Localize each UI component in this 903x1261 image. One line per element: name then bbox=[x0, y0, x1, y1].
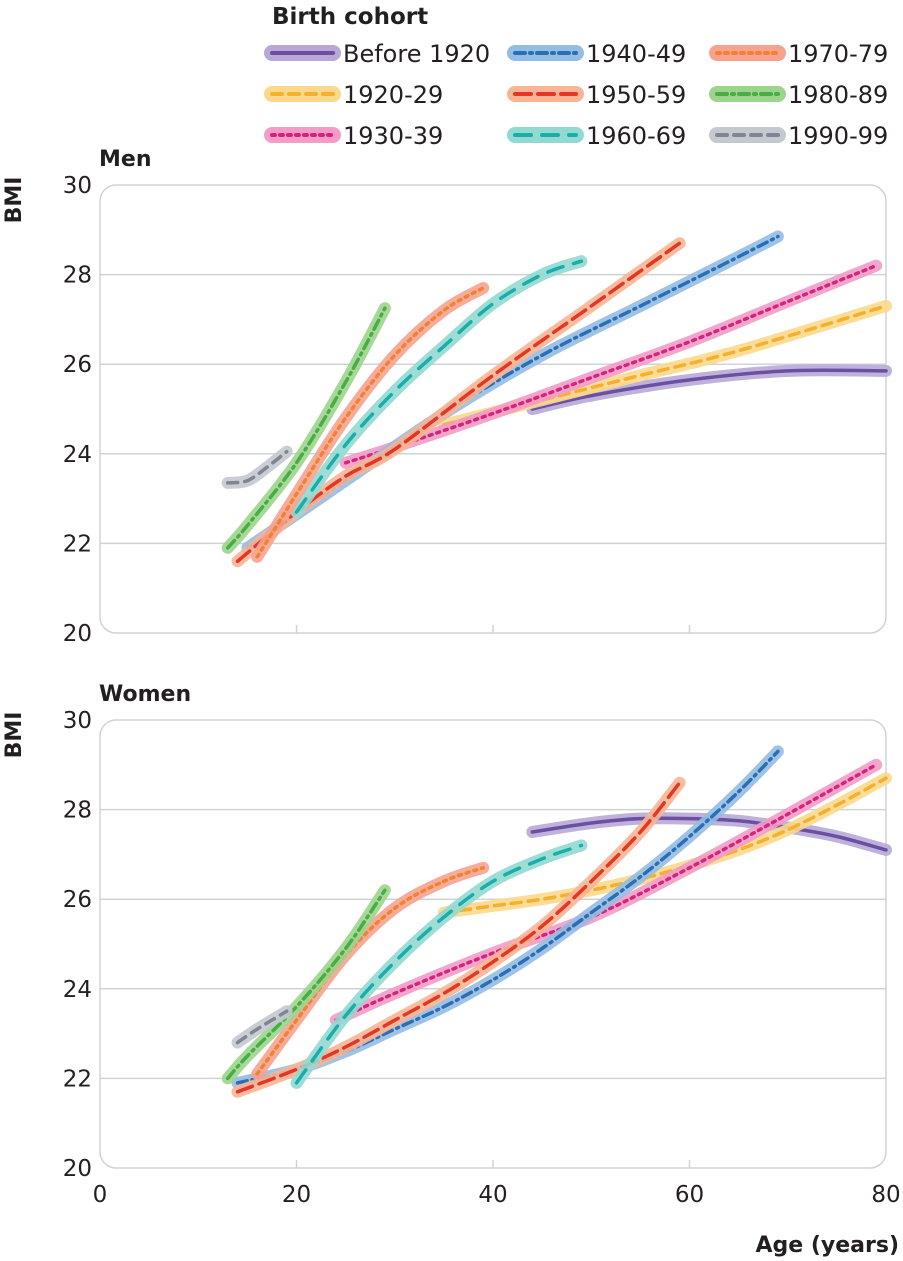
x-tick-label: 40 bbox=[478, 1182, 507, 1208]
x-tick-label: 20 bbox=[282, 1182, 311, 1208]
y-tick-label: 22 bbox=[63, 1066, 92, 1092]
legend-label: 1930-39 bbox=[343, 122, 443, 150]
legend-item-1920-29: 1920-29 bbox=[264, 81, 443, 109]
y-tick-label: 30 bbox=[63, 708, 92, 734]
legend-item-1980-89: 1980-89 bbox=[709, 81, 888, 109]
panel-women-y-axis-label: BMI bbox=[2, 712, 27, 759]
y-tick-label: 26 bbox=[63, 887, 92, 913]
y-tick-label: 20 bbox=[63, 621, 92, 647]
series-1990-99 bbox=[221, 445, 293, 489]
x-tick-label: 0 bbox=[93, 1182, 108, 1208]
series-line bbox=[442, 776, 888, 915]
series-line bbox=[225, 306, 387, 550]
legend-item-1990-99: 1990-99 bbox=[709, 122, 888, 150]
legend-item-1970-79: 1970-79 bbox=[709, 40, 888, 68]
y-tick-label: 28 bbox=[63, 263, 92, 289]
panel-women-frame bbox=[99, 719, 887, 1169]
x-axis-label: Age (years) bbox=[755, 1233, 899, 1258]
series-1980-89 bbox=[221, 302, 391, 554]
legend-item-1960-69: 1960-69 bbox=[507, 122, 686, 150]
series-line bbox=[255, 866, 485, 1076]
series-line bbox=[294, 843, 584, 1085]
series-line bbox=[225, 888, 387, 1081]
panel-men: Men BMI 20 22 24 26 28 30 bbox=[2, 147, 892, 647]
series-1960-69 bbox=[290, 839, 588, 1089]
legend-title: Birth cohort bbox=[272, 4, 428, 30]
series-1920-29 bbox=[437, 772, 892, 919]
series-line bbox=[225, 449, 289, 485]
y-tick-label: 24 bbox=[63, 977, 92, 1003]
legend-label: 1940-49 bbox=[586, 40, 686, 68]
series-1970-79 bbox=[251, 861, 490, 1080]
series-line bbox=[235, 1009, 289, 1045]
series-line bbox=[530, 368, 888, 411]
legend-label: Before 1920 bbox=[343, 40, 490, 68]
series-line bbox=[235, 780, 682, 1094]
panel-men-y-axis-label: BMI bbox=[2, 177, 27, 224]
panel-women-title: Women bbox=[99, 682, 191, 707]
x-tick-label: 80 bbox=[871, 1182, 900, 1208]
x-tick-label: 60 bbox=[675, 1182, 704, 1208]
series-line bbox=[294, 259, 584, 514]
y-tick-label: 26 bbox=[63, 352, 92, 378]
legend-label: 1960-69 bbox=[586, 122, 686, 150]
legend-label: 1990-99 bbox=[788, 122, 888, 150]
series-before-1920 bbox=[526, 364, 892, 415]
y-tick-label: 28 bbox=[63, 798, 92, 824]
y-tick-label: 22 bbox=[63, 531, 92, 557]
series-1990-99 bbox=[231, 1005, 293, 1049]
legend-label: 1950-59 bbox=[586, 81, 686, 109]
legend-label: 1980-89 bbox=[788, 81, 888, 109]
series-1960-69 bbox=[290, 255, 588, 518]
y-tick-label: 30 bbox=[63, 173, 92, 199]
panel-men-title: Men bbox=[99, 147, 151, 172]
legend-item-1940-49: 1940-49 bbox=[507, 40, 686, 68]
legend-item-1950-59: 1950-59 bbox=[507, 81, 686, 109]
y-tick-label: 24 bbox=[63, 442, 92, 468]
legend-item-1930-39: 1930-39 bbox=[264, 122, 443, 150]
legend-item-before-1920: Before 1920 bbox=[264, 40, 490, 68]
legend: Birth cohort Before 1920 1920-29 1930-39 19… bbox=[264, 4, 888, 150]
series-line bbox=[343, 263, 878, 465]
series-1950-59 bbox=[231, 776, 686, 1098]
legend-label: 1920-29 bbox=[343, 81, 443, 109]
legend-label: 1970-79 bbox=[788, 40, 888, 68]
series-line bbox=[255, 286, 485, 559]
series-1980-89 bbox=[221, 884, 391, 1085]
y-tick-label: 20 bbox=[63, 1156, 92, 1182]
series-1970-79 bbox=[251, 282, 490, 563]
